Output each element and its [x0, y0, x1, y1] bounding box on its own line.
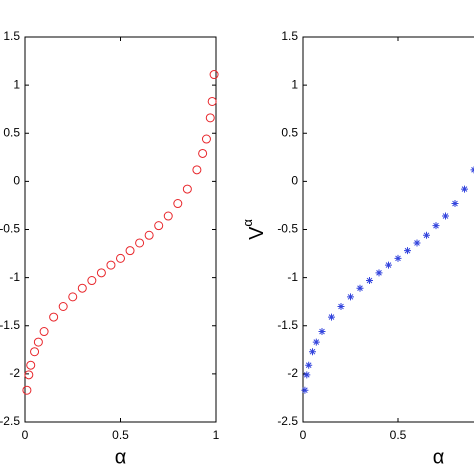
axes-box [24, 36, 217, 423]
y-tick-label: -2.5 [0, 414, 20, 428]
data-point [470, 166, 474, 174]
data-point [58, 302, 68, 311]
y-tick-label: 0 [291, 174, 298, 188]
data-point [347, 293, 354, 301]
data-point [144, 230, 154, 240]
data-point [309, 348, 316, 356]
y-tick-label: 0 [13, 174, 20, 188]
data-point [328, 313, 335, 321]
data-point [22, 385, 32, 395]
data-point [125, 246, 135, 256]
x-axis-label: α [115, 446, 127, 468]
data-point [116, 253, 125, 263]
data-point [451, 200, 459, 208]
data-point [96, 268, 106, 278]
data-point [375, 269, 383, 277]
data-point [337, 303, 345, 310]
data-point [163, 211, 173, 221]
data-point [209, 70, 219, 80]
data-point [135, 238, 145, 248]
y-tick-label: 0.5 [281, 125, 298, 139]
data-point [173, 199, 183, 209]
axes-box [302, 36, 474, 423]
y-tick-label: -1.5 [277, 318, 298, 332]
data-point [192, 165, 202, 175]
data-point [24, 370, 34, 380]
y-tick-label: -1.5 [0, 318, 20, 332]
y-tick-label: -0.5 [0, 222, 20, 236]
data-point [301, 386, 309, 394]
data-point [106, 260, 116, 270]
data-point [87, 276, 97, 286]
y-axis-label-superscript: α [240, 219, 255, 227]
data-point [39, 327, 49, 337]
y-tick-label: -2 [9, 366, 20, 380]
y-axis-label-base: V [246, 226, 268, 240]
data-point [394, 254, 402, 262]
y-tick-label: 1 [291, 77, 298, 91]
data-point [198, 148, 208, 158]
data-point [201, 134, 211, 144]
data-point [318, 328, 326, 336]
data-point [366, 277, 373, 285]
y-tick-label: -2 [287, 366, 298, 380]
y-tick-label: -1 [9, 270, 20, 284]
data-point [404, 247, 411, 255]
data-point [461, 185, 468, 193]
y-tick-label: 1 [13, 77, 20, 91]
data-point [442, 212, 449, 220]
y-axis-label: Vα [240, 219, 268, 240]
data-point [68, 292, 78, 302]
y-tick-label: 1.5 [3, 29, 20, 43]
data-point [432, 222, 440, 230]
data-point [77, 283, 87, 293]
data-point [356, 284, 364, 292]
x-axis-label: α [433, 446, 445, 468]
x-tick-label: 0.5 [390, 428, 407, 442]
data-point [182, 184, 192, 194]
data-point [385, 261, 392, 269]
y-tick-label: -2.5 [277, 414, 298, 428]
data-point [49, 312, 59, 322]
x-tick-label: 1 [213, 428, 220, 442]
y-tick-label: 0.5 [3, 125, 20, 139]
data-point [26, 360, 36, 370]
y-tick-label: 1.5 [281, 29, 298, 43]
x-tick-label: 0 [300, 428, 307, 442]
y-tick-label: -1 [287, 270, 298, 284]
data-point [303, 371, 311, 379]
data-point [33, 337, 43, 347]
data-point [154, 221, 164, 231]
data-point [205, 113, 215, 123]
x-tick-label: 0.5 [112, 428, 129, 442]
data-point [305, 361, 313, 369]
data-point [207, 96, 217, 106]
x-tick-label: 0 [22, 428, 29, 442]
data-point [30, 347, 40, 357]
y-tick-label: -0.5 [277, 222, 298, 236]
data-point [423, 231, 430, 239]
data-point [312, 338, 320, 346]
data-point [413, 239, 421, 247]
